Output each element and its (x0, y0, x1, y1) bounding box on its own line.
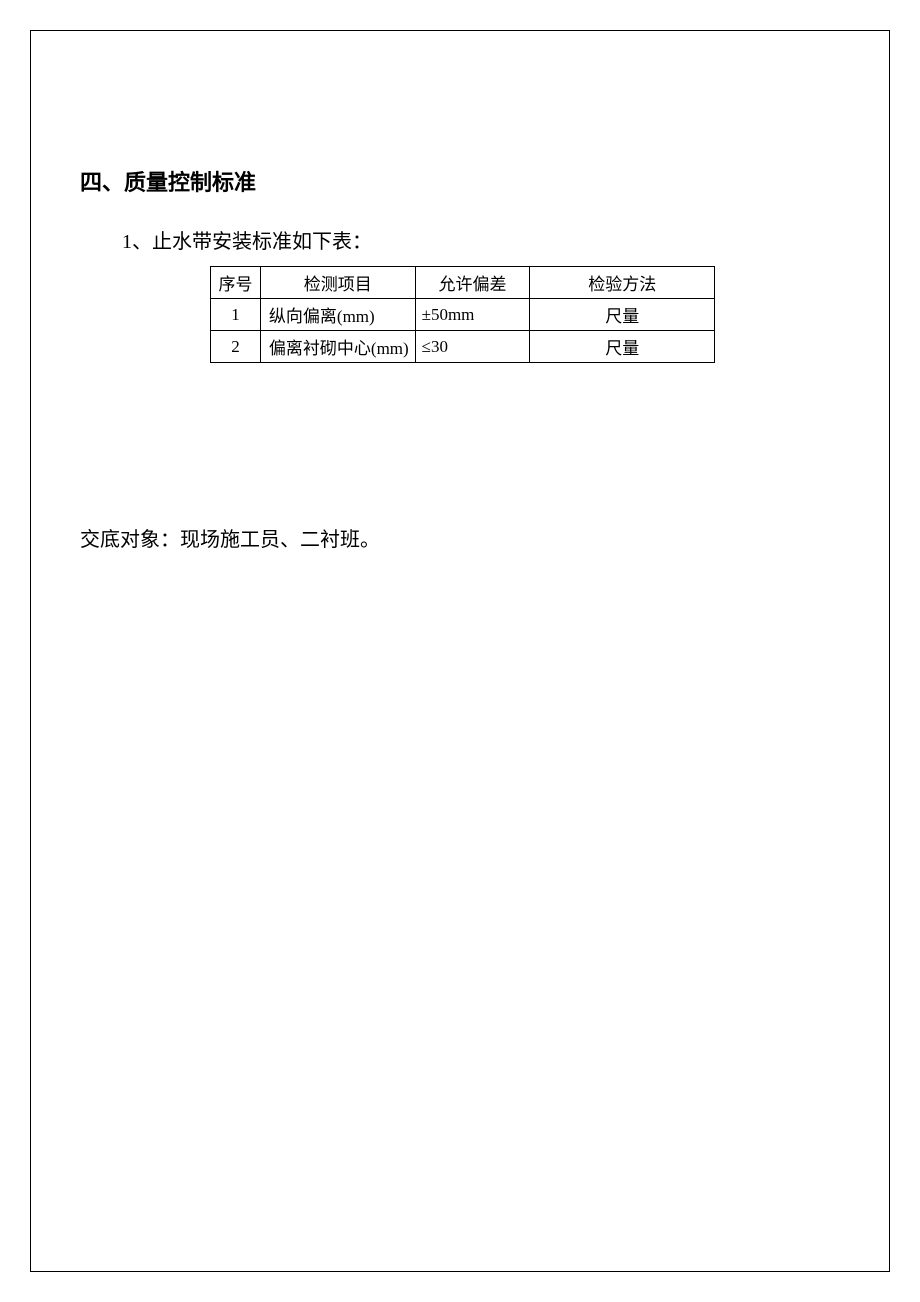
cell-seq: 1 (211, 299, 261, 331)
header-tolerance: 允许偏差 (415, 267, 530, 299)
table-row: 1 纵向偏离(mm) ±50mm 尺量 (211, 299, 715, 331)
section-title: 四、质量控制标准 (80, 165, 840, 197)
standards-table-container: 序号 检测项目 允许偏差 检验方法 1 纵向偏离(mm) ±50mm 尺量 2 … (210, 266, 715, 363)
header-item: 检测项目 (260, 267, 415, 299)
footer-text: 交底对象：现场施工员、二衬班。 (80, 523, 840, 552)
cell-item: 偏离衬砌中心(mm) (260, 331, 415, 363)
section-subtitle: 1、止水带安装标准如下表： (122, 225, 840, 254)
cell-seq: 2 (211, 331, 261, 363)
table-header-row: 序号 检测项目 允许偏差 检验方法 (211, 267, 715, 299)
header-seq: 序号 (211, 267, 261, 299)
document-content: 四、质量控制标准 1、止水带安装标准如下表： 序号 检测项目 允许偏差 检验方法… (80, 165, 840, 552)
header-method: 检验方法 (530, 267, 715, 299)
cell-tolerance: ≤30 (415, 331, 530, 363)
table-row: 2 偏离衬砌中心(mm) ≤30 尺量 (211, 331, 715, 363)
cell-item: 纵向偏离(mm) (260, 299, 415, 331)
cell-method: 尺量 (530, 299, 715, 331)
cell-method: 尺量 (530, 331, 715, 363)
cell-tolerance: ±50mm (415, 299, 530, 331)
standards-table: 序号 检测项目 允许偏差 检验方法 1 纵向偏离(mm) ±50mm 尺量 2 … (210, 266, 715, 363)
